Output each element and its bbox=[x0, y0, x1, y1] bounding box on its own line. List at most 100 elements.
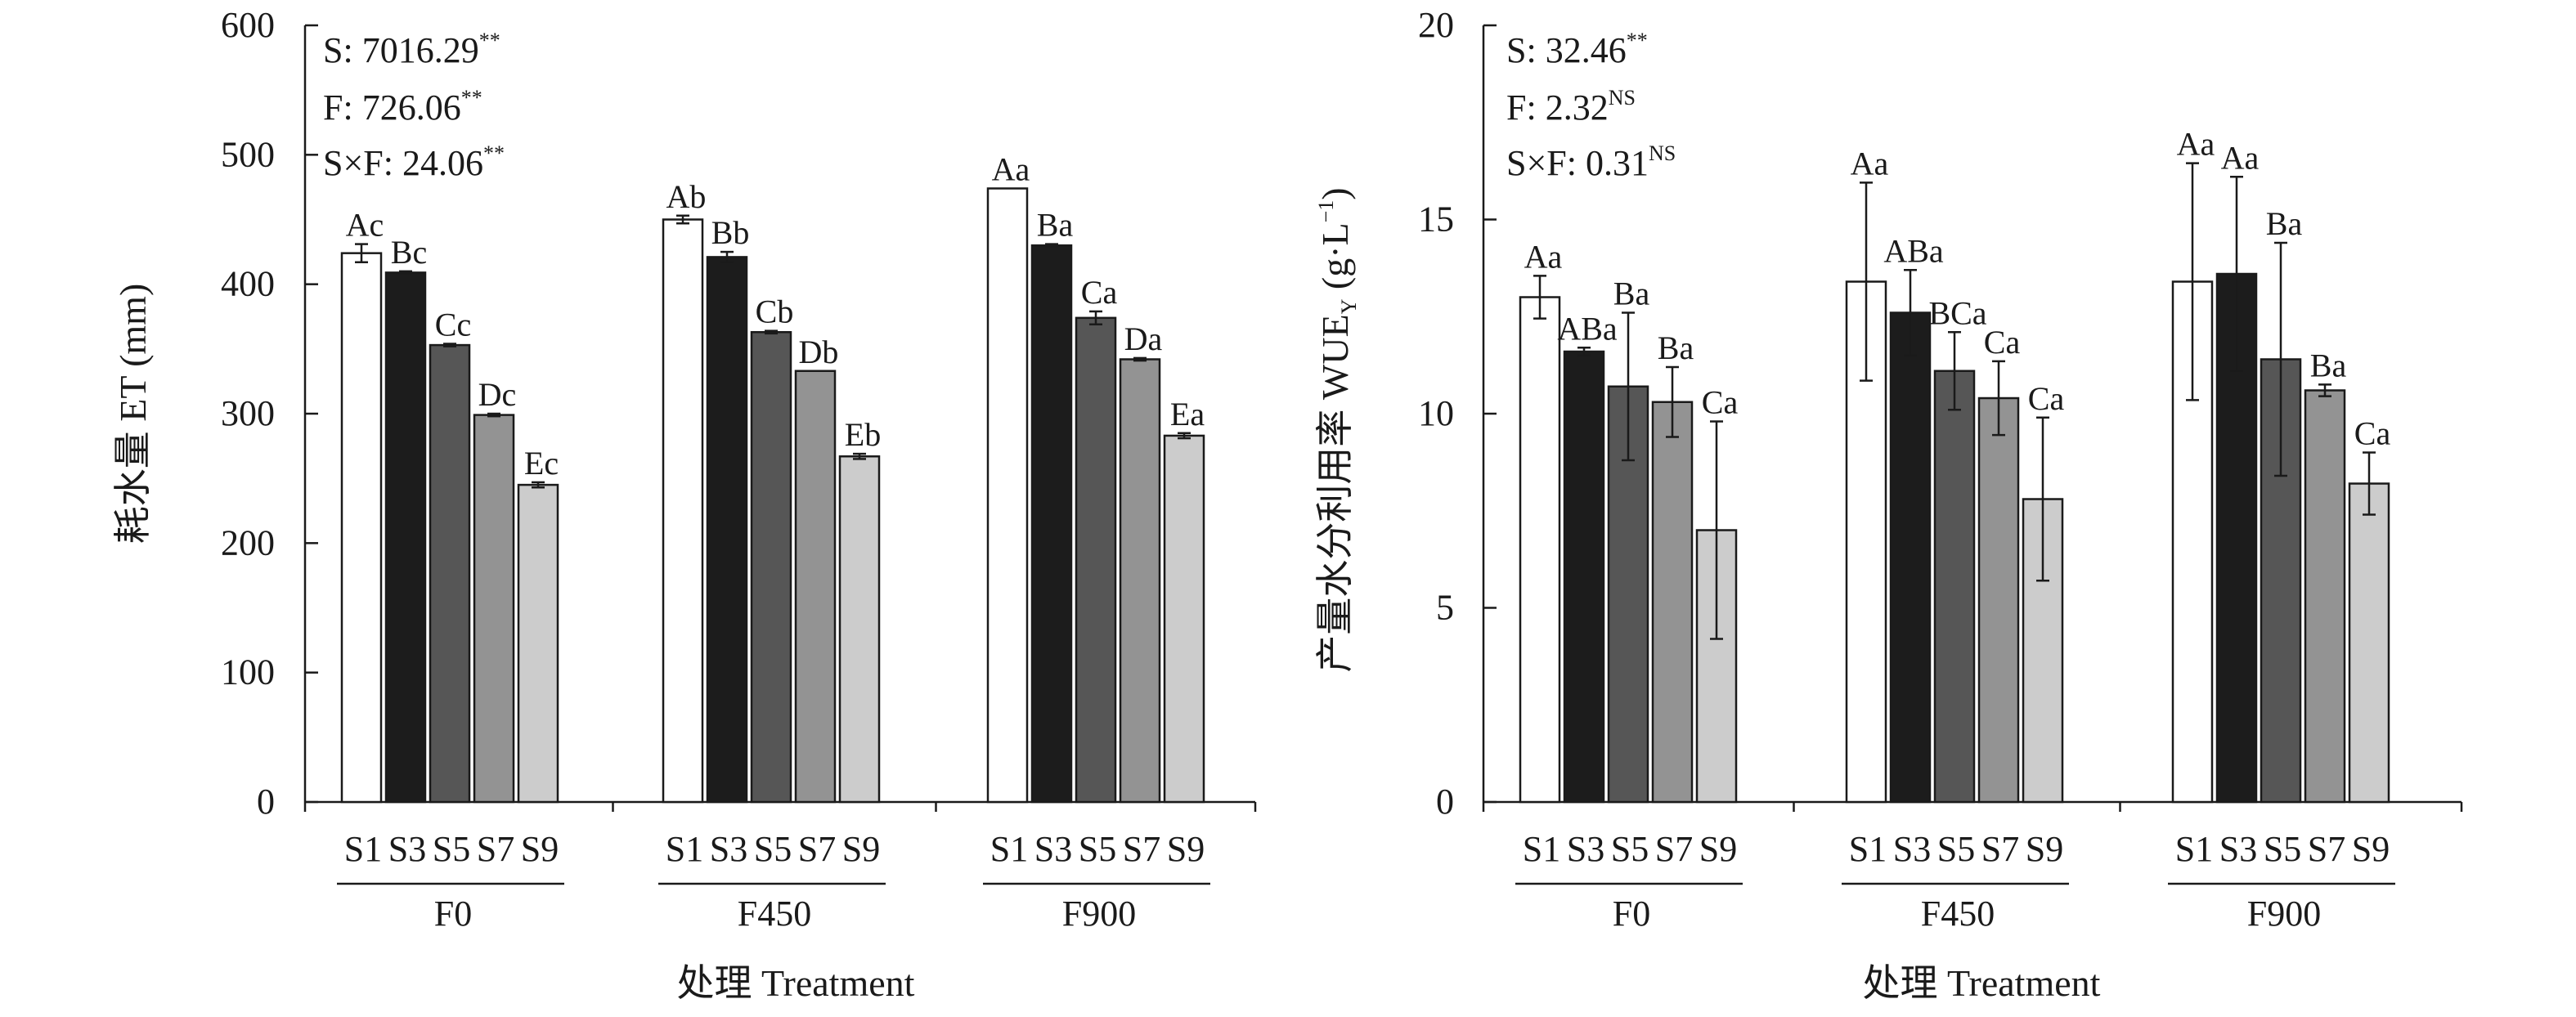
significance-letter: Db bbox=[799, 334, 839, 370]
category-label: S3 bbox=[1893, 829, 1931, 869]
category-label: S5 bbox=[433, 829, 470, 869]
y-tick-label: 500 bbox=[221, 134, 275, 174]
bar-f450-s3 bbox=[1889, 311, 1932, 804]
y-axis-label: 耗水量 ET (mm) bbox=[112, 284, 154, 544]
significance-letter: Da bbox=[1124, 320, 1163, 357]
significance-letter: Ca bbox=[2028, 380, 2065, 417]
stat-annotation: F: 726.06** bbox=[323, 86, 482, 128]
bar-f900-s3 bbox=[1030, 244, 1073, 804]
category-label: S5 bbox=[2264, 829, 2301, 869]
group-label: F0 bbox=[1613, 894, 1650, 934]
significance-letter: Cc bbox=[435, 307, 471, 343]
category-label: S9 bbox=[842, 829, 880, 869]
bar-f0-s3 bbox=[384, 271, 427, 804]
bar-f0-s3 bbox=[1563, 350, 1605, 804]
bar-f450-s9 bbox=[838, 455, 881, 804]
y-tick-label: 20 bbox=[1418, 5, 1454, 45]
category-label: S1 bbox=[2175, 829, 2213, 869]
category-label: S9 bbox=[1167, 829, 1205, 869]
significance-letter: Ac bbox=[346, 207, 384, 244]
bar-f450-s5 bbox=[1933, 370, 1976, 804]
significance-letter: Ba bbox=[1037, 207, 1074, 244]
category-label: S7 bbox=[1655, 829, 1693, 869]
significance-letter: ABa bbox=[1883, 232, 1944, 269]
category-label: S1 bbox=[1523, 829, 1560, 869]
category-label: S3 bbox=[1034, 829, 1072, 869]
bar-group-f450: Ab S1 Bb S3 Cb S5 Db S7 Eb S9 F450 bbox=[658, 178, 886, 934]
significance-letter: Ba bbox=[1613, 276, 1650, 312]
wue-chart-panel: 0 5 10 15 20 S: 32.46** F: 2.32NS S×F: 0.31NS Aa… bbox=[1314, 5, 2463, 1004]
bar-f450-s7 bbox=[794, 370, 837, 804]
significance-letter: Ca bbox=[1984, 324, 2021, 361]
bar-f450-s1 bbox=[662, 218, 704, 804]
y-tick-label: 0 bbox=[257, 782, 275, 822]
category-label: S5 bbox=[1611, 829, 1649, 869]
x-axis-label: 处理 Treatment bbox=[677, 962, 915, 1004]
bar-f450-s5 bbox=[750, 331, 792, 804]
bar-f450-s7 bbox=[1977, 396, 2020, 804]
category-label: S1 bbox=[666, 829, 703, 869]
category-label: S1 bbox=[344, 829, 382, 869]
category-label: S3 bbox=[2219, 829, 2257, 869]
x-axis-label: 处理 Treatment bbox=[1863, 962, 2101, 1004]
significance-letter: Aa bbox=[992, 151, 1030, 188]
y-tick-label: 200 bbox=[221, 522, 275, 562]
category-label: S7 bbox=[1123, 829, 1160, 869]
significance-letter: Bb bbox=[711, 214, 750, 251]
significance-letter: Ea bbox=[1170, 396, 1205, 432]
significance-letter: Bc bbox=[391, 234, 427, 271]
y-tick-label: 5 bbox=[1436, 588, 1454, 628]
significance-letter: ABa bbox=[1557, 310, 1618, 347]
category-label: S3 bbox=[1567, 829, 1604, 869]
y-tick-label: 15 bbox=[1418, 199, 1454, 240]
category-label: S9 bbox=[1699, 829, 1737, 869]
y-axis-label: 产量水分利用率 WUEY (g·L−1) bbox=[1314, 187, 1361, 672]
category-label: S9 bbox=[2352, 829, 2390, 869]
category-label: S3 bbox=[710, 829, 747, 869]
group-label: F900 bbox=[1062, 894, 1136, 934]
bar-f0-s7 bbox=[1651, 401, 1694, 804]
stat-annotation: S: 32.46** bbox=[1506, 29, 1648, 70]
category-label: S7 bbox=[1981, 829, 2019, 869]
category-label: S9 bbox=[2026, 829, 2063, 869]
significance-letter: Aa bbox=[2221, 139, 2260, 176]
significance-letter: Cb bbox=[756, 293, 794, 330]
category-label: S3 bbox=[388, 829, 426, 869]
bar-group-f0: Ac S1 Bc S3 Cc S5 Dc S7 Ec S9 F0 bbox=[337, 207, 564, 934]
bar-f0-s1 bbox=[340, 252, 383, 804]
significance-letter: Ec bbox=[524, 445, 559, 482]
bar-f900-s9 bbox=[1163, 434, 1205, 804]
stat-annotation: S×F: 24.06** bbox=[323, 141, 505, 183]
stat-annotation: S: 7016.29** bbox=[323, 29, 500, 70]
stat-annotation: S×F: 0.31NS bbox=[1506, 141, 1676, 183]
bar-group-f0: Aa S1 ABa S3 Ba S5 Ba S7 Ca S9 F0 bbox=[1515, 238, 1743, 934]
category-label: S5 bbox=[1937, 829, 1975, 869]
bar-f900-s9 bbox=[2348, 482, 2390, 804]
y-tick-label: 0 bbox=[1436, 782, 1454, 822]
y-tick-label: 400 bbox=[221, 264, 275, 304]
significance-letter: Ba bbox=[2266, 205, 2303, 242]
bar-f900-s7 bbox=[1119, 358, 1161, 804]
significance-letter: Ca bbox=[1081, 274, 1118, 311]
bar-f0-s5 bbox=[429, 343, 471, 804]
category-label: S1 bbox=[1849, 829, 1887, 869]
significance-letter: Eb bbox=[845, 416, 881, 453]
significance-letter: Aa bbox=[1524, 238, 1563, 275]
bar-f0-s7 bbox=[473, 414, 515, 804]
et-chart-panel: 0 100 200 300 400 500 600 S: 7016.29** F: 726.06… bbox=[112, 5, 1257, 1004]
bar-f450-s3 bbox=[706, 256, 748, 804]
category-label: S7 bbox=[2308, 829, 2345, 869]
bar-f900-s5 bbox=[1075, 316, 1117, 804]
category-label: S9 bbox=[521, 829, 559, 869]
bar-f0-s1 bbox=[1519, 296, 1561, 804]
significance-letter: Dc bbox=[478, 376, 517, 413]
significance-letter: Aa bbox=[1851, 145, 1889, 181]
group-label: F450 bbox=[1921, 894, 1995, 934]
category-label: S5 bbox=[754, 829, 792, 869]
bar-group-f450: Aa S1 ABa S3 BCa S5 Ca S7 Ca S9 F450 bbox=[1842, 145, 2069, 934]
significance-letter: BCa bbox=[1928, 294, 1986, 331]
significance-letter: Ba bbox=[2310, 347, 2347, 383]
group-label: F0 bbox=[434, 894, 472, 934]
bar-group-f900: Aa S1 Ba S3 Ca S5 Da S7 Ea S9 F900 bbox=[983, 151, 1210, 934]
